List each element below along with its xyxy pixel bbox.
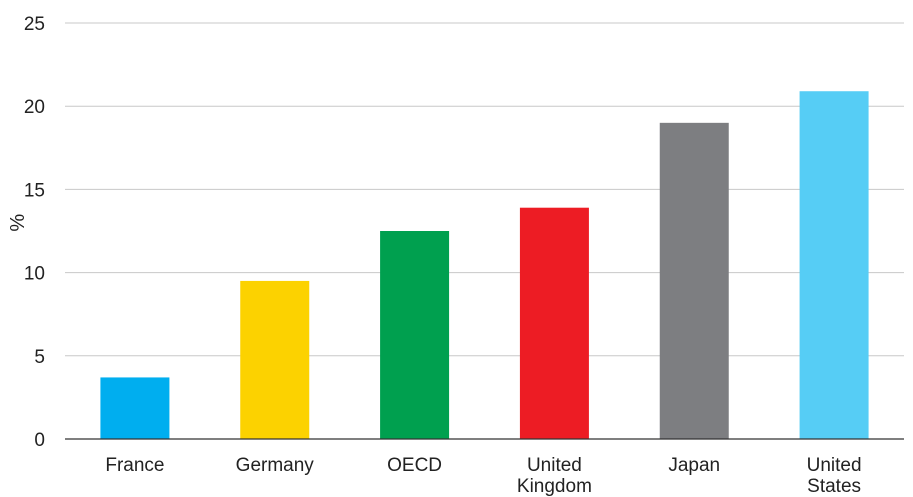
y-tick-label: 10 (24, 264, 45, 285)
bars (100, 91, 869, 439)
x-tick-label-line: Germany (236, 455, 315, 476)
x-tick-label-line: France (105, 455, 164, 476)
bar-0 (100, 377, 170, 439)
bar-3 (519, 207, 589, 439)
x-tick-label: United States (807, 455, 862, 497)
bar-5 (799, 91, 869, 439)
y-tick-label: 15 (24, 180, 45, 201)
x-tick-label: Germany (236, 455, 315, 476)
x-tick-label: OECD (387, 455, 442, 476)
x-tick-label: France (105, 455, 164, 476)
x-tick-label-line: States (807, 476, 861, 497)
x-tick-label-line: Japan (668, 455, 720, 476)
bar-4 (659, 122, 729, 439)
x-tick-label: Japan (668, 455, 720, 476)
x-tick-label-line: United (527, 455, 582, 476)
bar-1 (240, 280, 310, 439)
y-tick-label: 5 (34, 347, 45, 368)
y-axis-title: % (7, 214, 29, 232)
y-tick-label: 0 (34, 430, 45, 451)
x-tick-label-line: OECD (387, 455, 442, 476)
x-tick-label-line: Kingdom (517, 476, 592, 497)
y-tick-label: 25 (24, 14, 45, 35)
y-tick-label: 20 (24, 97, 45, 118)
bar-2 (380, 231, 450, 439)
y-axis-ticks: 0 5 10 15 20 25 (24, 14, 45, 451)
gridlines (65, 22, 904, 357)
x-tick-label-line: United (807, 455, 862, 476)
x-tick-label: United Kingdom (517, 455, 592, 497)
